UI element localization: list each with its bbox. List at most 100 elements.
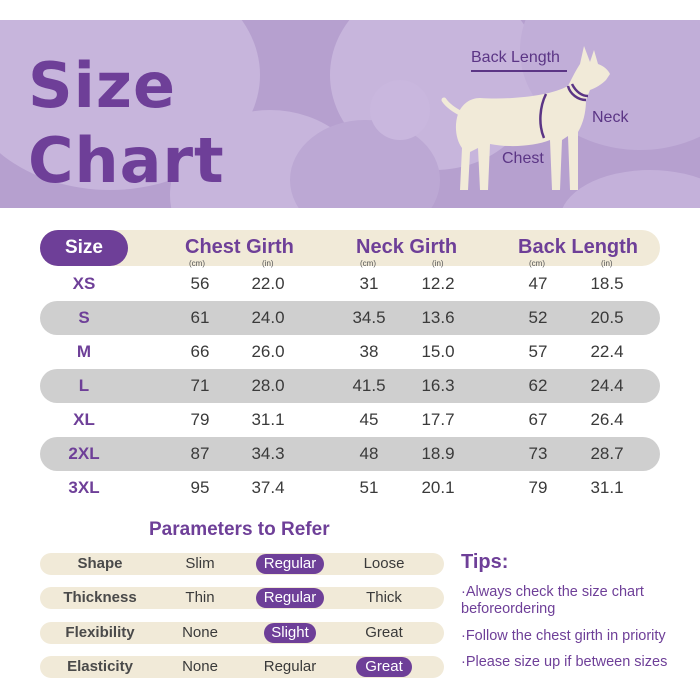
tip-item: ·Follow the chest girth in priority: [461, 628, 666, 644]
tip-item: ·Always check the size chart beforeorder…: [461, 584, 644, 617]
neck-cm-cell: 41.5: [352, 376, 386, 395]
neck-cm-cell: 48: [359, 444, 379, 463]
back-cm-cell: 73: [528, 444, 548, 463]
chest-label: Chest: [502, 150, 544, 167]
parameter-option: Loose: [363, 555, 405, 572]
size-cell: XL: [73, 410, 95, 429]
table-row: 3XL 95 37.4 51 20.1 79 31.1: [40, 471, 660, 505]
neck-cm-cell: 31: [359, 274, 379, 293]
chest-unit-cm: (cm): [189, 259, 205, 268]
back-unit-in: (in): [601, 259, 613, 268]
back-in-cell: 22.4: [590, 342, 624, 361]
parameter-label: Thickness: [63, 589, 137, 606]
back-in-cell: 24.4: [590, 376, 624, 395]
back-length-indicator: [471, 70, 567, 72]
back-in-cell: 31.1: [590, 478, 624, 497]
page-title-line1: Size: [28, 49, 177, 122]
parameter-option-selected: Regular: [256, 588, 324, 608]
size-cell: 3XL: [68, 478, 100, 497]
back-in-cell: 18.5: [590, 274, 624, 293]
page-title-line2: Chart: [28, 124, 225, 197]
size-cell: S: [78, 308, 90, 327]
back-length-label: Back Length: [471, 49, 560, 66]
neck-in-cell: 18.9: [421, 444, 455, 463]
parameter-label: Elasticity: [67, 658, 133, 675]
chest-in-cell: 37.4: [251, 478, 285, 497]
chest-in-cell: 31.1: [251, 410, 285, 429]
table-row: L 71 28.0 41.5 16.3 62 24.4: [40, 369, 660, 403]
size-cell: XS: [72, 274, 96, 293]
parameter-label: Shape: [77, 555, 123, 572]
neck-cm-cell: 45: [359, 410, 379, 429]
size-cell: 2XL: [68, 444, 100, 463]
chest-cm-cell: 56: [190, 274, 210, 293]
back-cm-cell: 47: [528, 274, 548, 293]
chest-girth-header: Chest Girth: [185, 236, 294, 258]
neck-label: Neck: [592, 109, 629, 126]
table-header: Size Chest Girth (cm) (in) Neck Girth (c…: [40, 230, 660, 268]
neck-in-cell: 20.1: [421, 478, 455, 497]
chest-cm-cell: 66: [190, 342, 210, 361]
back-unit-cm: (cm): [529, 259, 545, 268]
back-in-cell: 28.7: [590, 444, 624, 463]
parameter-row-elasticity: Elasticity None Regular Great: [40, 656, 444, 678]
parameter-option-selected: Slight: [264, 623, 316, 643]
neck-in-cell: 12.2: [421, 274, 455, 293]
parameter-option: Slim: [185, 555, 215, 572]
parameter-option: Regular: [263, 658, 317, 675]
table-row: XS 56 22.0 31 12.2 47 18.5: [40, 267, 660, 301]
chest-in-cell: 26.0: [251, 342, 285, 361]
back-cm-cell: 62: [528, 376, 548, 395]
neck-in-cell: 17.7: [421, 410, 455, 429]
neck-in-cell: 16.3: [421, 376, 455, 395]
table-row: 2XL 87 34.3 48 18.9 73 28.7: [40, 437, 660, 471]
table-row: S 61 24.0 34.5 13.6 52 20.5: [40, 301, 660, 335]
parameter-option: Great: [365, 624, 403, 641]
table-row: XL 79 31.1 45 17.7 67 26.4: [40, 403, 660, 437]
chest-cm-cell: 79: [190, 410, 210, 429]
neck-unit-in: (in): [432, 259, 444, 268]
back-in-cell: 26.4: [590, 410, 624, 429]
size-cell: L: [78, 376, 90, 395]
parameters-title: Parameters to Refer: [149, 519, 330, 540]
table-row: M 66 26.0 38 15.0 57 22.4: [40, 335, 660, 369]
chest-cm-cell: 71: [190, 376, 210, 395]
parameter-option-selected: Regular: [256, 554, 324, 574]
parameter-option: None: [182, 624, 218, 641]
parameter-row-shape: Shape Slim Regular Loose: [40, 553, 444, 575]
size-column-header: Size: [40, 230, 128, 266]
parameter-row-thickness: Thickness Thin Regular Thick: [40, 587, 444, 609]
neck-cm-cell: 38: [359, 342, 379, 361]
decorative-blob: [370, 80, 430, 140]
chest-in-cell: 22.0: [251, 274, 285, 293]
chest-in-cell: 34.3: [251, 444, 285, 463]
tip-item: ·Please size up if between sizes: [461, 654, 668, 670]
chest-cm-cell: 87: [190, 444, 210, 463]
parameter-option: Thick: [366, 589, 402, 606]
parameter-option: Thin: [185, 589, 215, 606]
chest-cm-cell: 95: [190, 478, 210, 497]
back-cm-cell: 67: [528, 410, 548, 429]
dog-silhouette-icon: [441, 46, 610, 190]
tips-title: Tips:: [461, 551, 509, 573]
neck-in-cell: 15.0: [421, 342, 455, 361]
parameter-label: Flexibility: [65, 624, 135, 641]
parameter-option-selected: Great: [356, 657, 412, 677]
neck-girth-header: Neck Girth: [356, 236, 458, 258]
neck-cm-cell: 51: [359, 478, 379, 497]
chest-unit-in: (in): [262, 259, 274, 268]
neck-cm-cell: 34.5: [352, 308, 386, 327]
back-in-cell: 20.5: [590, 308, 624, 327]
chest-in-cell: 24.0: [251, 308, 285, 327]
size-cell: M: [76, 342, 92, 361]
back-length-header: Back Length: [518, 236, 639, 258]
parameter-option: None: [182, 658, 218, 675]
neck-unit-cm: (cm): [360, 259, 376, 268]
neck-in-cell: 13.6: [421, 308, 455, 327]
back-cm-cell: 79: [528, 478, 548, 497]
back-cm-cell: 52: [528, 308, 548, 327]
parameter-row-flexibility: Flexibility None Slight Great: [40, 622, 444, 644]
chest-cm-cell: 61: [190, 308, 210, 327]
back-cm-cell: 57: [528, 342, 548, 361]
chest-in-cell: 28.0: [251, 376, 285, 395]
